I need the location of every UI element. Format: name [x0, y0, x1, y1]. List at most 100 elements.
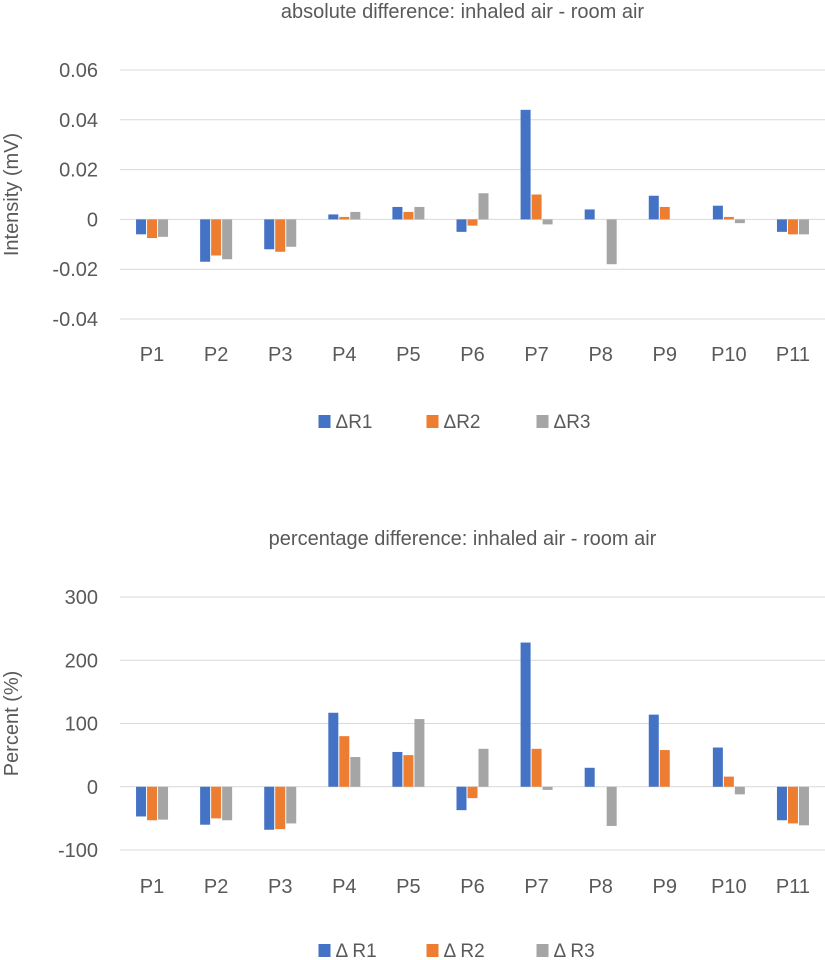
- bar-p5-series-3: [414, 206, 425, 220]
- legend-label: Δ R2: [444, 941, 485, 960]
- bar-p3-series-2: [275, 219, 286, 252]
- legend-swatch: [426, 944, 439, 957]
- y-tick-label: -0.02: [52, 259, 98, 281]
- x-category-label: P11: [776, 876, 810, 898]
- y-tick-label: 0: [87, 777, 98, 799]
- x-category-label: P5: [396, 344, 420, 366]
- bar-p7-series-2: [531, 194, 542, 220]
- bar-p4-series-2: [339, 216, 350, 220]
- bar-p7-series-3: [542, 219, 553, 225]
- bar-p11-series-1: [776, 219, 787, 232]
- legend: ΔR1 ΔR2 ΔR3: [318, 412, 591, 433]
- bar-p7-series-1: [520, 642, 531, 787]
- x-category-label: P5: [396, 876, 420, 898]
- bar-p10-series-2: [723, 776, 734, 787]
- bar-p3-series-3: [286, 219, 297, 247]
- y-tick-label: 100: [65, 714, 98, 736]
- bar-p9-series-2: [659, 206, 670, 220]
- y-tick-label: 0.06: [59, 60, 98, 82]
- bar-p4-series-1: [328, 712, 339, 787]
- legend-swatch: [318, 944, 331, 957]
- bar-p5-series-2: [403, 211, 414, 220]
- bar-p9-series-1: [648, 714, 659, 787]
- bar-p9-series-2: [659, 750, 670, 787]
- bar-p11-series-3: [798, 219, 809, 235]
- x-category-label: P6: [460, 344, 484, 366]
- chart-title: percentage difference: inhaled air - roo…: [269, 528, 657, 550]
- legend: Δ R1 Δ R2 Δ R3: [318, 941, 595, 960]
- bar-p11-series-3: [798, 786, 809, 826]
- bar-p6-series-2: [467, 786, 478, 799]
- chart-title: absolute difference: inhaled air - room …: [281, 1, 645, 23]
- bar-p1-series-2: [147, 786, 158, 821]
- x-category-label: P2: [204, 344, 228, 366]
- bar-p5-series-1: [392, 751, 403, 787]
- bar-p6-series-3: [478, 193, 489, 220]
- x-category-label: P3: [268, 876, 292, 898]
- x-category-label: P3: [268, 344, 292, 366]
- bar-p1-series-1: [136, 786, 147, 817]
- y-tick-label: 200: [65, 650, 98, 672]
- bar-p2-series-3: [222, 786, 233, 821]
- x-category-label: P10: [711, 344, 747, 366]
- bar-p10-series-3: [734, 219, 745, 224]
- bar-p3-series-1: [264, 786, 275, 830]
- y-tick-label: -0.04: [52, 309, 98, 331]
- bar-p6-series-2: [467, 219, 478, 226]
- x-category-label: P7: [524, 344, 548, 366]
- y-tick-label: -100: [58, 840, 98, 862]
- y-tick-label: 0.04: [59, 110, 98, 132]
- x-category-label: P11: [776, 344, 810, 366]
- bar-p2-series-1: [200, 219, 211, 262]
- legend-label: ΔR2: [444, 412, 481, 433]
- bar-p10-series-1: [712, 205, 723, 220]
- bar-p8-series-3: [606, 786, 617, 826]
- percentage-difference-chart-svg: percentage difference: inhaled air - roo…: [1, 528, 825, 960]
- bar-p6-series-1: [456, 786, 467, 811]
- bar-p2-series-2: [211, 786, 222, 819]
- bar-p10-series-1: [712, 747, 723, 787]
- y-tick-label: 300: [65, 587, 98, 609]
- y-axis-label: Percent (%): [1, 671, 23, 777]
- bar-p8-series-1: [584, 209, 595, 220]
- percentage-difference-chart: percentage difference: inhaled air - roo…: [0, 505, 825, 960]
- bar-p4-series-3: [350, 757, 361, 787]
- bar-p8-series-3: [606, 219, 617, 265]
- x-category-label: P8: [588, 344, 612, 366]
- bar-p5-series-3: [414, 719, 425, 787]
- x-category-label: P1: [140, 344, 164, 366]
- bar-p9-series-1: [648, 195, 659, 220]
- bar-p10-series-2: [723, 216, 734, 220]
- x-category-label: P1: [140, 876, 164, 898]
- absolute-difference-chart: absolute difference: inhaled air - room …: [0, 0, 825, 450]
- bar-p4-series-2: [339, 736, 350, 787]
- bar-p8-series-1: [584, 767, 595, 787]
- legend-label: ΔR3: [554, 412, 591, 433]
- bar-p2-series-1: [200, 786, 211, 825]
- y-tick-label: 0: [87, 209, 98, 231]
- bar-p3-series-1: [264, 219, 275, 250]
- x-category-label: P2: [204, 876, 228, 898]
- bar-p1-series-3: [158, 219, 169, 237]
- bar-p11-series-2: [787, 786, 798, 824]
- legend-label: Δ R1: [336, 941, 377, 960]
- x-category-label: P9: [653, 344, 677, 366]
- bar-p11-series-1: [776, 786, 787, 821]
- bar-p3-series-3: [286, 786, 297, 824]
- bar-p2-series-2: [211, 219, 222, 256]
- bar-p10-series-3: [734, 786, 745, 795]
- x-category-label: P8: [588, 876, 612, 898]
- legend-swatch: [536, 944, 549, 957]
- bar-p3-series-2: [275, 786, 286, 830]
- y-tick-label: 0.02: [59, 160, 98, 182]
- bar-p1-series-2: [147, 219, 158, 239]
- bar-p7-series-3: [542, 786, 553, 790]
- bar-p5-series-1: [392, 206, 403, 220]
- bar-p7-series-1: [520, 109, 531, 220]
- bar-p5-series-2: [403, 755, 414, 787]
- bar-p4-series-3: [350, 211, 361, 220]
- legend-swatch: [426, 415, 439, 428]
- x-category-label: P9: [653, 876, 677, 898]
- legend-swatch: [536, 415, 549, 428]
- bar-p6-series-3: [478, 748, 489, 787]
